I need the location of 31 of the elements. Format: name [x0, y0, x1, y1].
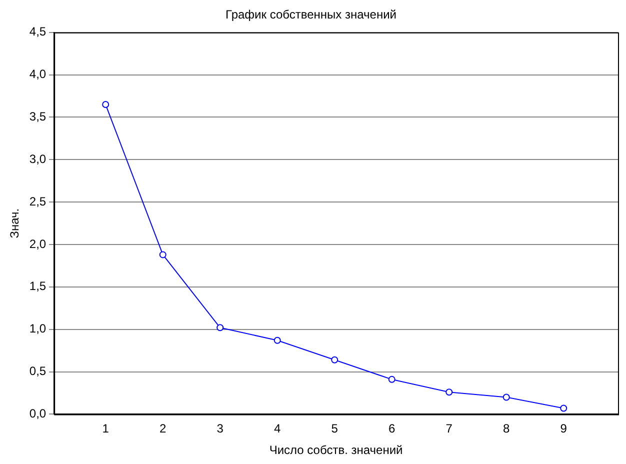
point	[388, 376, 396, 383]
x-axis-title: Число собств. значений	[269, 443, 403, 458]
point	[560, 404, 568, 412]
y-tick-label: 2,5	[29, 194, 46, 208]
x-tick-label: 3	[216, 422, 224, 436]
x-tick-label: 4	[274, 422, 282, 436]
x-tick-label: 1	[102, 422, 110, 436]
point	[331, 356, 338, 364]
point	[216, 324, 224, 332]
point	[502, 394, 510, 401]
y-tick-label: 2,0	[29, 236, 46, 251]
y-tick-label: 4,0	[29, 67, 46, 82]
y-tick-label: 3,5	[29, 110, 46, 124]
y-tick-label: 0,5	[29, 364, 46, 378]
point	[159, 251, 166, 258]
y-tick-label: 3,0	[29, 152, 46, 166]
x-tick-label: 8	[503, 422, 510, 436]
x-tick-label: 9	[560, 422, 568, 436]
point	[102, 101, 110, 108]
y-tick-label: 0,0	[29, 406, 46, 421]
y-tick-label: 4,5	[29, 24, 46, 39]
x-tick-label: 6	[388, 422, 396, 436]
x-tick-label: 7	[446, 422, 453, 436]
point	[274, 336, 281, 344]
chart-title: График собственных значений	[226, 8, 396, 22]
x-tick-label: 2	[160, 422, 167, 436]
y-tick-label: 1,0	[29, 322, 46, 336]
y-axis-title: Знач.	[8, 208, 22, 238]
point	[446, 388, 453, 396]
x-tick-label: 5	[331, 422, 338, 436]
y-tick-label: 1,5	[29, 279, 46, 294]
